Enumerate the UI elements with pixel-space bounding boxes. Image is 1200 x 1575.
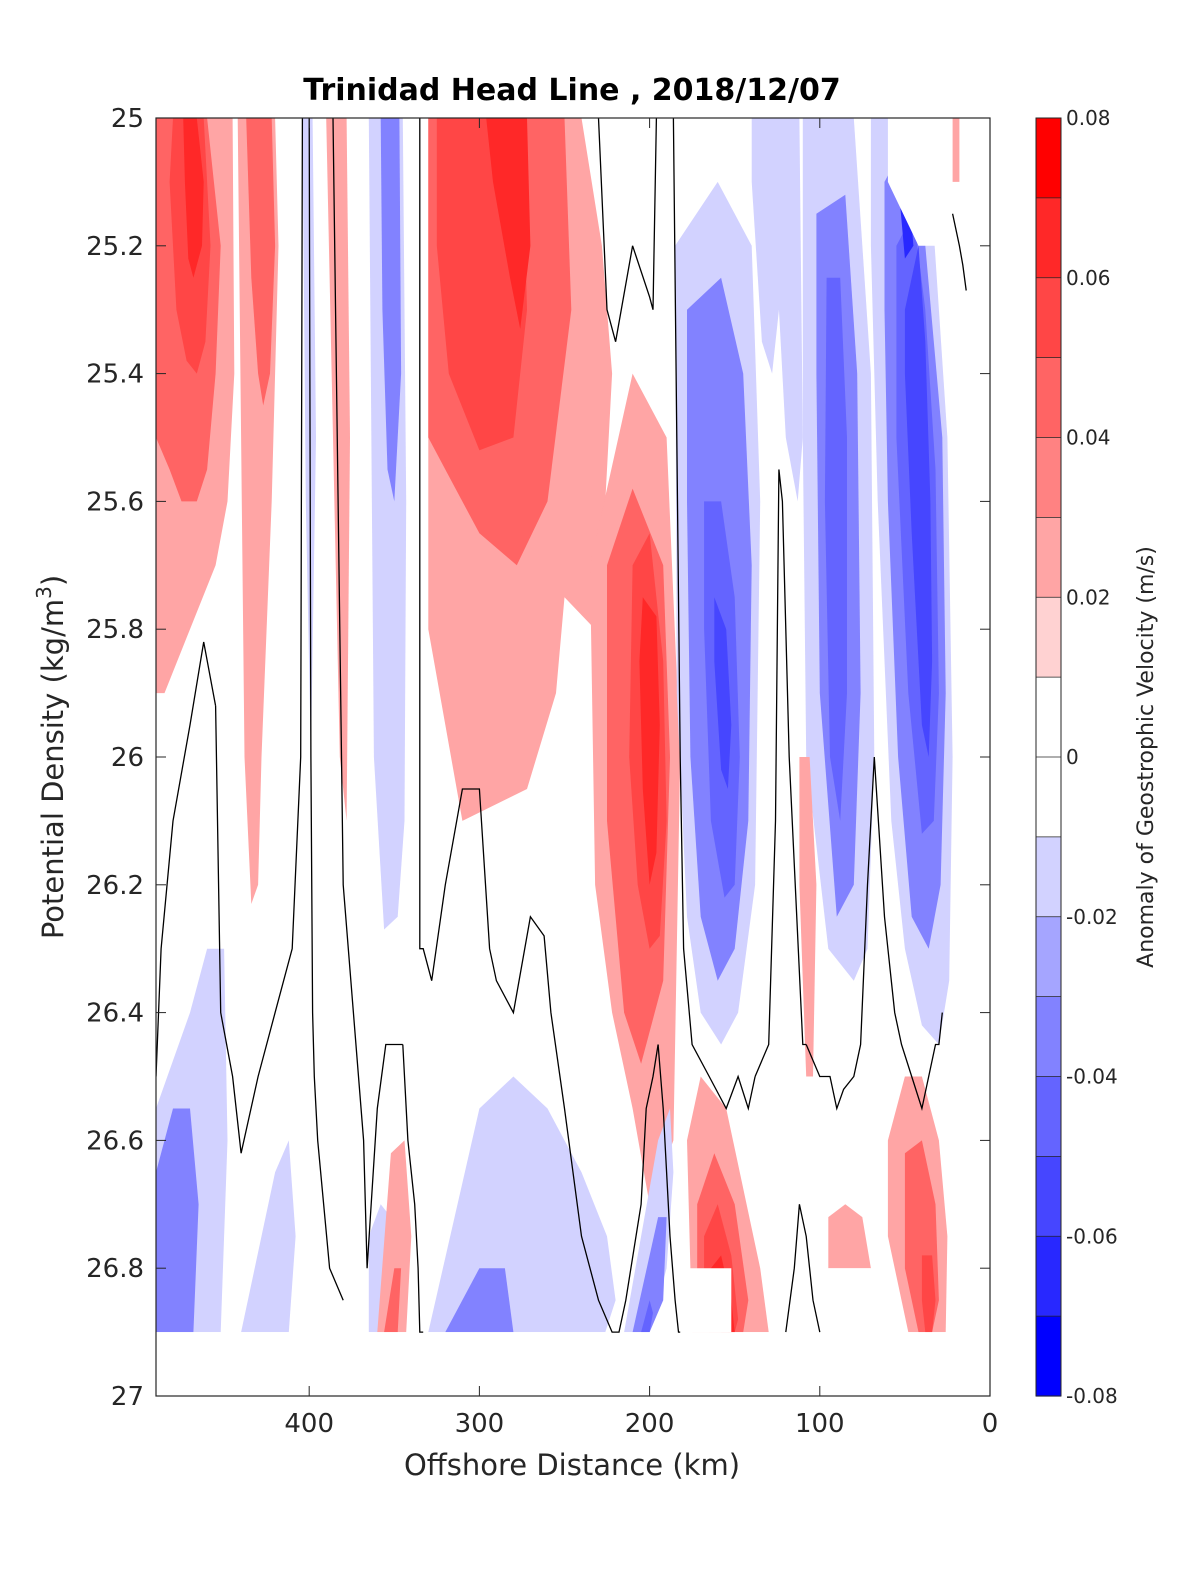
velocity-patch-36 bbox=[373, 1140, 412, 1333]
y-tick-label: 25 bbox=[111, 104, 144, 134]
y-tick-label: 26.8 bbox=[86, 1254, 144, 1284]
colorbar-tick-label: 0.08 bbox=[1066, 106, 1111, 130]
velocity-patch-5 bbox=[246, 118, 276, 406]
colorbar-band-9 bbox=[1036, 836, 1061, 918]
velocity-patch-48 bbox=[828, 1204, 871, 1269]
colorbar-band-2 bbox=[1036, 277, 1061, 359]
y-tick-label: 26.6 bbox=[86, 1126, 144, 1156]
colorbar-band-11 bbox=[1036, 996, 1061, 1078]
colorbar-tick-label: -0.04 bbox=[1066, 1065, 1118, 1089]
zero-contour-11 bbox=[785, 1204, 821, 1333]
colorbar-tick-label: 0 bbox=[1066, 745, 1079, 769]
zero-contour-6 bbox=[657, 1044, 681, 1333]
colorbar-tick-label: -0.02 bbox=[1066, 905, 1118, 929]
velocity-patch-47 bbox=[799, 757, 817, 1077]
plot-area bbox=[155, 117, 991, 1397]
x-axis: 400 300 200 100 0 bbox=[284, 118, 998, 1439]
velocity-patch-38 bbox=[428, 1076, 616, 1333]
colorbar-band-0 bbox=[1036, 118, 1061, 199]
colorbar-tick-label: 0.04 bbox=[1066, 426, 1111, 450]
colorbar-band-13 bbox=[1036, 1156, 1061, 1237]
y-tick-label: 27 bbox=[111, 1382, 144, 1412]
no-data-region-2 bbox=[828, 1268, 871, 1333]
velocity-patch-8 bbox=[380, 118, 402, 502]
velocity-patch-39 bbox=[445, 1268, 514, 1333]
zero-contour-7 bbox=[597, 118, 658, 342]
velocity-patch-41 bbox=[632, 1217, 667, 1333]
zero-contour-5 bbox=[419, 118, 659, 1333]
colorbar-band-3 bbox=[1036, 357, 1061, 439]
zero-contour-1 bbox=[214, 118, 304, 1154]
y-axis-label: Potential Density (kg/m3) bbox=[32, 575, 70, 939]
velocity-patch-42 bbox=[641, 1300, 653, 1333]
colorbar-tick-label: -0.06 bbox=[1066, 1224, 1118, 1248]
velocity-patch-33 bbox=[156, 1108, 199, 1333]
x-tick-label: 0 bbox=[982, 1409, 999, 1439]
velocity-patch-37 bbox=[382, 1268, 402, 1333]
colorbar-band-12 bbox=[1036, 1076, 1061, 1157]
colorbar-band-5 bbox=[1036, 517, 1061, 598]
colorbar-label: Anomaly of Geostrophic Velocity (m/s) bbox=[1134, 546, 1159, 968]
colorbar-band-15 bbox=[1036, 1316, 1061, 1397]
zero-contour-10 bbox=[805, 756, 943, 1112]
zero-contour-9 bbox=[754, 469, 807, 1077]
zero-contour-2 bbox=[308, 118, 344, 1301]
colorbar-band-1 bbox=[1036, 197, 1061, 279]
y-tick-label: 26.4 bbox=[86, 999, 144, 1029]
x-tick-label: 100 bbox=[795, 1409, 845, 1439]
velocity-patch-30 bbox=[904, 245, 933, 758]
zero-contour-3 bbox=[332, 118, 403, 1269]
colorbar-frame bbox=[1035, 117, 1062, 1397]
velocity-patch-26 bbox=[824, 277, 847, 821]
y-axis-label-close: ) bbox=[36, 575, 70, 586]
velocity-patch-34 bbox=[241, 1140, 296, 1333]
x-axis-label: Offshore Distance (km) bbox=[404, 1448, 740, 1482]
y-tick-label: 26 bbox=[111, 743, 144, 773]
zero-contour-0 bbox=[156, 641, 217, 1077]
zero-contour-8 bbox=[672, 118, 756, 1112]
colorbar-band-8 bbox=[1036, 757, 1061, 838]
velocity-patch-13 bbox=[486, 118, 531, 329]
colorbar-tick-label: -0.08 bbox=[1066, 1384, 1118, 1408]
colorbar-band-14 bbox=[1036, 1236, 1061, 1317]
no-data-region-3 bbox=[959, 118, 990, 1396]
velocity-patch-17 bbox=[639, 597, 660, 885]
colorbar bbox=[1036, 118, 1061, 1397]
y-tick-label: 25.6 bbox=[86, 487, 144, 517]
velocity-patch-21 bbox=[714, 597, 732, 789]
x-tick-label: 300 bbox=[455, 1409, 505, 1439]
colorbar-band-7 bbox=[1036, 677, 1061, 758]
velocity-patch-51 bbox=[921, 1255, 936, 1333]
y-axis-label-superscript: 3 bbox=[32, 586, 56, 599]
zero-contour-layer bbox=[156, 118, 967, 1333]
no-data-region-0 bbox=[156, 1332, 990, 1396]
y-tick-label: 25.2 bbox=[86, 232, 144, 262]
velocity-patch-23 bbox=[751, 118, 783, 374]
colorbar-band-6 bbox=[1036, 597, 1061, 678]
zero-contour-12 bbox=[951, 213, 967, 291]
chart-title: Trinidad Head Line , 2018/12/07 bbox=[303, 73, 840, 108]
velocity-patch-3 bbox=[183, 118, 204, 278]
no-data-region-1 bbox=[683, 1268, 752, 1333]
colorbar-tick-label: 0.06 bbox=[1066, 266, 1111, 290]
y-tick-label: 26.2 bbox=[86, 871, 144, 901]
zero-contour-4 bbox=[402, 1044, 424, 1333]
x-tick-label: 400 bbox=[284, 1409, 334, 1439]
y-axis: 25 25.2 25.4 25.6 25.8 26 26.2 26.4 26.6 26.8 27 bbox=[86, 104, 990, 1412]
colorbar-ticks: 0.08 0.06 0.04 0.02 0 -0.02 -0.04 -0.06 -0.08 bbox=[1066, 106, 1118, 1408]
colorbar-tick-label: 0.02 bbox=[1066, 585, 1111, 609]
y-tick-label: 25.4 bbox=[86, 360, 144, 390]
velocity-patch-9 bbox=[302, 118, 316, 757]
colorbar-band-10 bbox=[1036, 916, 1061, 998]
no-data-region-4 bbox=[887, 118, 943, 246]
y-axis-label-text: Potential Density (kg/m bbox=[36, 599, 70, 939]
y-tick-label: 25.8 bbox=[86, 615, 144, 645]
colorbar-band-4 bbox=[1036, 437, 1061, 518]
x-tick-label: 200 bbox=[625, 1409, 675, 1439]
